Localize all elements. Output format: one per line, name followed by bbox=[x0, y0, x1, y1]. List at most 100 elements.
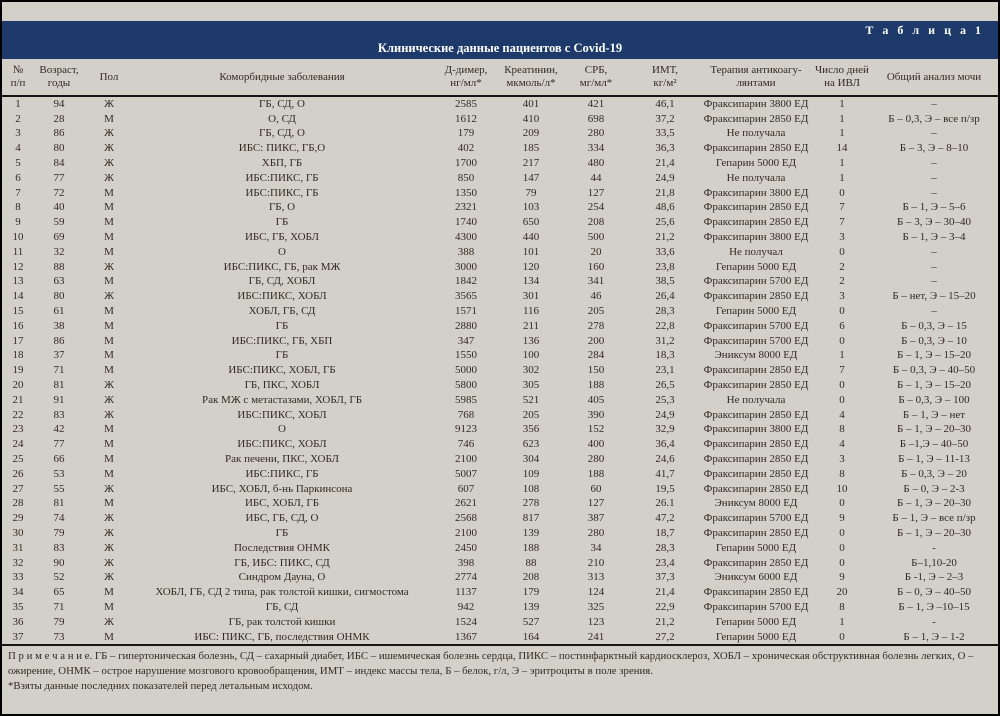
cell-comorbidities: ХОБЛ, ГБ, СД 2 типа, рак толстой кишки, … bbox=[155, 586, 409, 599]
cell-urinalysis: – bbox=[931, 260, 937, 273]
cell-d-dimer: 2621 bbox=[455, 497, 477, 510]
cell-ventilator-days: 0 bbox=[839, 556, 845, 569]
col-header-age: Возраст, годы bbox=[34, 59, 84, 97]
col-header-bmi: ИМТ, кг/м² bbox=[632, 59, 698, 97]
table-row: 34 65 М ХОБЛ, ГБ, СД 2 типа, рак толстой ки… bbox=[2, 585, 998, 600]
cell-crp: 405 bbox=[587, 393, 605, 406]
cell-age: 86 bbox=[53, 127, 65, 140]
cell-crp: 160 bbox=[587, 260, 605, 273]
cell-creatinine: 278 bbox=[522, 497, 540, 510]
cell-anticoagulant-therapy: Фраксипарин 3800 ЕД bbox=[703, 186, 809, 199]
cell-creatinine: 88 bbox=[525, 556, 537, 569]
cell-ventilator-days: 2 bbox=[839, 260, 845, 273]
cell-bmi: 21,8 bbox=[655, 186, 675, 199]
cell-comorbidities: ИБС:ПИКС, ГБ bbox=[245, 467, 319, 480]
cell-d-dimer: 5000 bbox=[455, 364, 477, 377]
cell-sex: М bbox=[104, 245, 114, 258]
cell-crp: 34 bbox=[590, 541, 602, 554]
cell-crp: 480 bbox=[587, 157, 605, 170]
cell-anticoagulant-therapy: Гепарин 5000 ЕД bbox=[715, 305, 797, 318]
cell-anticoagulant-therapy: Фраксипарин 3800 ЕД bbox=[703, 423, 809, 436]
cell-crp: 152 bbox=[587, 423, 605, 436]
cell-anticoagulant-therapy: Не получала bbox=[726, 171, 786, 184]
cell-creatinine: 410 bbox=[522, 112, 540, 125]
cell-anticoagulant-therapy: Гепарин 5000 ЕД bbox=[715, 157, 797, 170]
col-header-crp: СРБ, мг/мл* bbox=[560, 59, 632, 97]
cell-crp: 188 bbox=[587, 467, 605, 480]
cell-d-dimer: 2100 bbox=[455, 453, 477, 466]
table-row: 6 77 Ж ИБС:ПИКС, ГБ 850 147 44 24,9 Не получала 1… bbox=[2, 171, 998, 186]
cell-bmi: 48,6 bbox=[655, 201, 675, 214]
cell-sex: М bbox=[104, 453, 114, 466]
cell-urinalysis: – bbox=[931, 275, 937, 288]
cell-crp: 46 bbox=[590, 290, 602, 303]
cell-comorbidities: О, СД bbox=[268, 112, 296, 125]
cell-anticoagulant-therapy: Не получала bbox=[726, 127, 786, 140]
cell-sex: М bbox=[104, 349, 114, 362]
cell-urinalysis: Б – 0, Э – 2-3 bbox=[903, 482, 965, 495]
cell-creatinine: 304 bbox=[522, 453, 540, 466]
cell-bmi: 32,9 bbox=[655, 423, 675, 436]
cell-bmi: 18,3 bbox=[655, 349, 675, 362]
cell-crp: 127 bbox=[587, 497, 605, 510]
cell-crp: 208 bbox=[587, 216, 605, 229]
cell-d-dimer: 942 bbox=[457, 600, 475, 613]
cell-urinalysis: – bbox=[931, 186, 937, 199]
cell-ventilator-days: 0 bbox=[839, 305, 845, 318]
cell-ventilator-days: 1 bbox=[839, 97, 845, 110]
cell-num: 15 bbox=[12, 305, 24, 318]
cell-urinalysis: Б – 1, Э – 1-2 bbox=[870, 629, 998, 647]
cell-urinalysis: Б – 0, Э – 40–50 bbox=[896, 586, 972, 599]
cell-anticoagulant-therapy: Эниксум 8000 ЕД bbox=[714, 349, 798, 362]
col-header-sex: Пол bbox=[84, 59, 134, 97]
cell-sex: Ж bbox=[104, 127, 114, 140]
cell-d-dimer: 3565 bbox=[455, 290, 477, 303]
cell-age: 91 bbox=[53, 393, 65, 406]
cell-creatinine: 103 bbox=[522, 201, 540, 214]
cell-sex: Ж bbox=[104, 171, 114, 184]
cell-urinalysis: Б – 1, Э – 15–20 bbox=[896, 349, 972, 362]
table-row: 24 77 М ИБС:ПИКС, ХОБЛ 746 623 400 36,4 Фраксипа… bbox=[2, 437, 998, 452]
cell-d-dimer: 2321 bbox=[455, 201, 477, 214]
cell-anticoagulant-therapy: Фраксипарин 2850 ЕД bbox=[703, 527, 809, 539]
cell-age: 37 bbox=[53, 349, 65, 362]
cell-age: 61 bbox=[53, 305, 65, 318]
cell-comorbidities: ГБ bbox=[275, 319, 289, 332]
cell-anticoagulant-therapy: Фраксипарин 2850 ЕД bbox=[703, 142, 809, 155]
cell-num: 1 bbox=[15, 97, 21, 110]
cell-sex: М bbox=[104, 275, 114, 288]
cell-ventilator-days: 4 bbox=[839, 408, 845, 421]
cell-crp: 20 bbox=[590, 245, 602, 258]
cell-sex: Ж bbox=[104, 482, 114, 495]
cell-comorbidities: ГБ bbox=[275, 349, 289, 362]
table-row: 12 88 Ж ИБС:ПИКС, ГБ, рак МЖ 3000 120 160 23,8 Г… bbox=[2, 260, 998, 275]
cell-comorbidities: ГБ, ИБС: ПИКС, СД bbox=[234, 556, 330, 569]
cell-num: 21 bbox=[12, 393, 24, 406]
cell-ventilator-days: 0 bbox=[839, 334, 845, 347]
cell-age: 79 bbox=[53, 527, 65, 539]
cell-crp: 60 bbox=[590, 482, 602, 495]
cell-anticoagulant-therapy: Фраксипарин 3800 ЕД bbox=[703, 231, 809, 244]
cell-ventilator-days: 0 bbox=[839, 527, 845, 539]
cell-num: 23 bbox=[12, 423, 24, 436]
cell-urinalysis: Б – 0,3, Э – 10 bbox=[901, 334, 967, 347]
cell-anticoagulant-therapy: Гепарин 5000 ЕД bbox=[715, 260, 797, 273]
cell-comorbidities: ИБС:ПИКС, ХОБЛ bbox=[237, 438, 327, 451]
cell-comorbidities: ХОБЛ, ГБ, СД bbox=[248, 305, 316, 318]
cell-ventilator-days: 0 bbox=[839, 393, 845, 406]
cell-num: 4 bbox=[15, 142, 21, 155]
cell-age: 71 bbox=[53, 600, 65, 613]
cell-ventilator-days: 10 bbox=[836, 482, 848, 495]
cell-crp: 341 bbox=[587, 275, 605, 288]
cell-anticoagulant-therapy: Фраксипарин 5700 ЕД bbox=[703, 600, 809, 613]
cell-urinalysis: - bbox=[932, 615, 936, 628]
col-header-creatinine: Креатинин, мкмоль/л* bbox=[502, 59, 560, 97]
cell-anticoagulant-therapy: Фраксипарин 2850 ЕД bbox=[703, 364, 809, 377]
cell-d-dimer: 388 bbox=[457, 245, 475, 258]
cell-creatinine: 136 bbox=[522, 334, 540, 347]
cell-ventilator-days: 1 bbox=[839, 112, 845, 125]
patients-table: № п/п Возраст, годы Пол Коморбидные заболев… bbox=[2, 59, 998, 647]
cell-d-dimer: 746 bbox=[457, 438, 475, 451]
cell-comorbidities: ИБС: ПИКС, ГБ,О bbox=[238, 142, 326, 155]
cell-creatinine: 120 bbox=[522, 260, 540, 273]
